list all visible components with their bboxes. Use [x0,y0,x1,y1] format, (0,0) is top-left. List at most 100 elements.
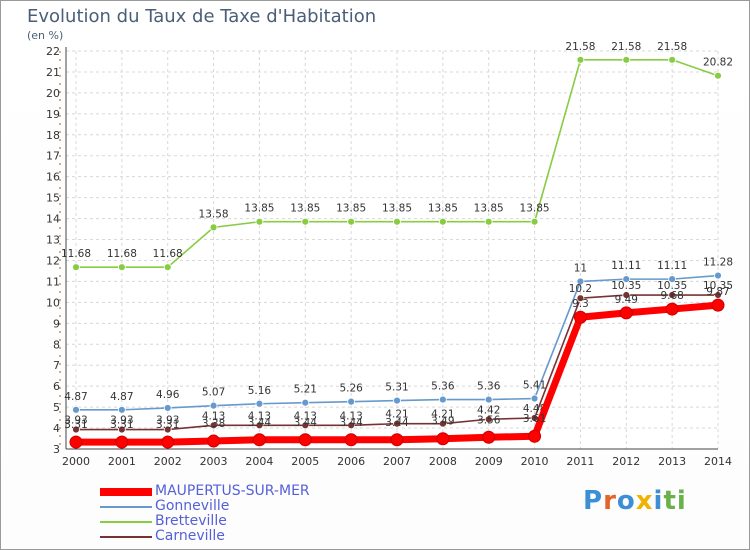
y-tick-label: 5 [53,401,60,414]
data-label: 4.21 [431,409,454,421]
x-tick-label: 2006 [337,455,365,468]
data-label: 9.68 [660,290,683,302]
legend-label: Gonneville [155,498,230,514]
data-point [393,396,401,405]
legend-item: MAUPERTUS-SUR-MER [100,483,400,499]
data-label: 10.35 [611,280,641,292]
data-label: 3.93 [110,415,133,427]
data-label: 5.31 [385,382,408,394]
y-tick-label: 7 [53,359,60,372]
y-tick-label: 9 [53,317,60,330]
data-point [255,399,264,408]
y-tick-label: 11 [46,275,60,288]
data-label: 13.85 [520,203,550,215]
data-label: 4.96 [156,389,180,401]
data-label: 5.16 [248,385,272,397]
legend-item: Gonneville [100,498,400,514]
data-label: 21.58 [657,41,687,53]
logo-letter: x [635,486,654,516]
x-tick-label: 2013 [658,455,686,468]
data-label: 4.87 [64,391,87,403]
legend-label: Carneville [155,528,225,544]
data-point [530,217,539,226]
y-tick-label: 22 [46,45,60,58]
data-label: 3.44 [339,417,363,429]
data-label: 5.26 [339,383,363,395]
data-point [438,395,447,404]
x-tick-label: 2011 [566,455,594,468]
data-label: 10.35 [703,280,733,292]
data-point [69,435,83,449]
data-label: 5.41 [523,380,546,392]
data-label: 9.3 [572,298,589,310]
x-tick-label: 2010 [521,455,549,468]
data-label: 4.13 [248,410,271,422]
data-label: 5.36 [477,381,501,393]
y-tick-label: 8 [53,338,60,351]
y-tick-label: 6 [53,380,60,393]
data-label: 5.21 [294,384,317,396]
data-label: 21.58 [611,41,641,53]
x-tick-label: 2007 [383,455,411,468]
series-carneville: 3.93 3.93 3.93 4.13 4.13 4.13 4.13 4.21 4.21 4.42… [64,280,733,434]
data-label: 11 [574,262,587,274]
series-bretteville: 11.68 11.68 11.68 13.58 13.85 13.85 13.85 13.85… [61,41,733,272]
legend-swatch [100,506,152,508]
data-point [482,430,496,444]
data-label: 11.68 [153,248,183,260]
data-point [301,398,310,407]
data-point [390,433,404,447]
data-label: 5.36 [431,381,455,393]
legend-item: Bretteville [100,513,400,529]
data-label: 11.28 [703,257,733,269]
data-point [530,394,539,403]
data-label: 3.44 [294,417,318,429]
x-tick-label: 2008 [429,455,457,468]
x-tick-label: 2003 [200,455,228,468]
logo-letter: t [663,486,677,516]
data-point [209,401,218,410]
data-label: 4.13 [294,410,317,422]
data-label: 5.07 [202,387,225,399]
data-point [438,217,447,226]
data-label: 13.85 [290,203,320,215]
data-point [576,277,585,286]
data-point [573,310,587,324]
data-label: 3.38 [202,418,225,430]
data-point [347,397,356,406]
y-tick-label: 18 [46,129,60,142]
data-label: 13.85 [244,203,274,215]
legend-item: Carneville [100,528,400,544]
data-point [714,271,722,280]
y-tick-label: 21 [46,66,60,79]
data-point [209,223,218,232]
data-label: 11.68 [61,248,91,260]
data-label: 13.58 [199,208,229,220]
x-tick-label: 2014 [704,455,732,468]
data-point [163,425,172,434]
data-label: 10.2 [569,283,592,295]
series-maupertus-sur-mer [69,298,725,449]
data-label: 10.35 [657,280,687,292]
legend-swatch [100,521,152,523]
data-label: 3.31 [110,419,133,431]
data-point [528,429,542,443]
x-tick-label: 2005 [291,455,319,468]
data-label: 11.11 [611,260,641,272]
legend-label: Bretteville [155,513,227,529]
proxiti-logo: Proxiti [583,486,687,516]
data-point [668,275,677,284]
data-label: 13.85 [428,203,458,215]
data-point [209,421,218,430]
series-gonneville: 4.87 4.87 4.96 5.07 5.16 5.21 5.26 5.31 5.36 5.36… [64,257,733,414]
data-point [301,421,310,430]
y-tick-label: 15 [46,192,60,205]
x-tick-label: 2012 [612,455,640,468]
data-label: 21.58 [565,41,595,53]
y-tick-label: 19 [46,108,60,121]
data-point [665,302,679,316]
x-tick-label: 2004 [245,455,273,468]
data-point [714,71,722,80]
data-label: 4.87 [110,391,133,403]
plot-area [66,51,718,449]
